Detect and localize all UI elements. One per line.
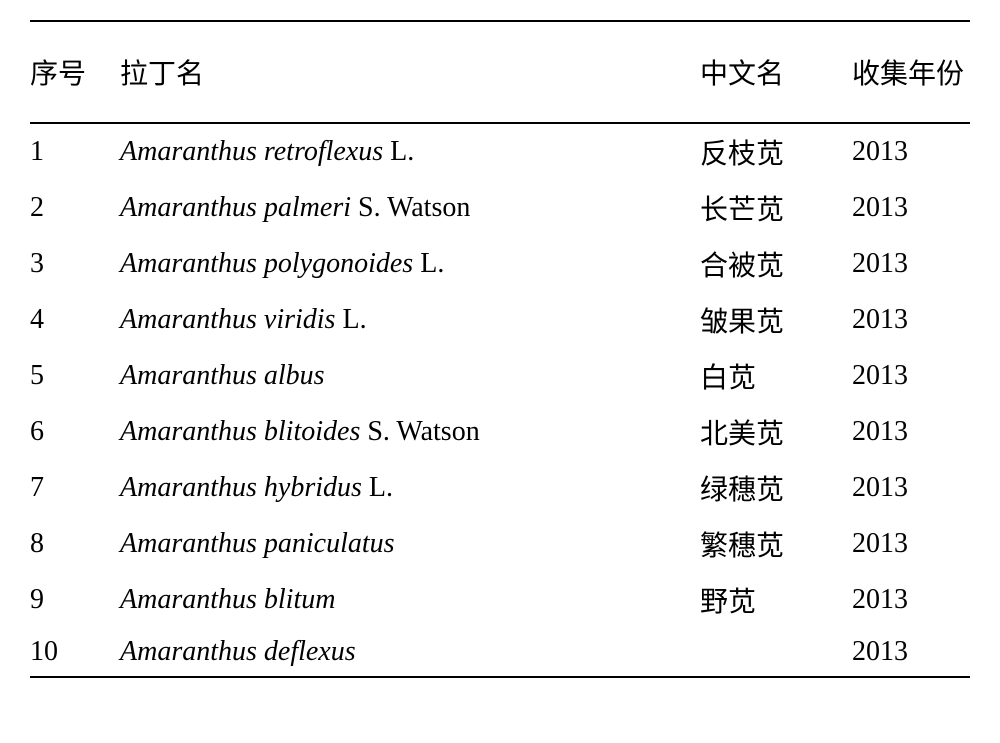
cell-index: 8 [30, 528, 120, 560]
latin-authority: L. [362, 472, 393, 503]
cell-chinese: 繁穗苋 [700, 524, 840, 564]
cell-year: 2013 [840, 304, 970, 336]
latin-authority: S. Watson [360, 416, 479, 447]
header-year: 收集年份 [840, 52, 970, 92]
cell-year: 2013 [840, 136, 970, 168]
latin-species: Amaranthus paniculatus [120, 528, 395, 559]
latin-species: Amaranthus blitum [120, 584, 335, 615]
cell-index: 4 [30, 304, 120, 336]
cell-index: 2 [30, 192, 120, 224]
latin-species: Amaranthus polygonoides [120, 248, 413, 279]
cell-chinese: 皱果苋 [700, 300, 840, 340]
cell-index: 3 [30, 248, 120, 280]
cell-chinese: 野苋 [700, 580, 840, 620]
table-header-row: 序号 拉丁名 中文名 收集年份 [30, 20, 970, 124]
header-chinese: 中文名 [700, 52, 840, 92]
latin-species: Amaranthus albus [120, 360, 325, 391]
latin-authority: L. [335, 304, 366, 335]
latin-authority: L. [383, 136, 414, 167]
header-index: 序号 [30, 52, 120, 92]
latin-species: Amaranthus deflexus [120, 636, 356, 667]
cell-year: 2013 [840, 584, 970, 616]
table-row: 6Amaranthus blitoides S. Watson北美苋2013 [30, 404, 970, 460]
cell-index: 7 [30, 472, 120, 504]
table-row: 3Amaranthus polygonoides L.合被苋2013 [30, 236, 970, 292]
cell-latin: Amaranthus deflexus [120, 636, 700, 668]
table-body: 1Amaranthus retroflexus L.反枝苋20132Amaran… [30, 124, 970, 678]
cell-year: 2013 [840, 192, 970, 224]
cell-year: 2013 [840, 528, 970, 560]
cell-index: 5 [30, 360, 120, 392]
header-latin: 拉丁名 [120, 52, 700, 92]
cell-year: 2013 [840, 248, 970, 280]
latin-species: Amaranthus blitoides [120, 416, 360, 447]
cell-latin: Amaranthus paniculatus [120, 528, 700, 560]
cell-latin: Amaranthus blitum [120, 584, 700, 616]
cell-year: 2013 [840, 360, 970, 392]
latin-species: Amaranthus retroflexus [120, 136, 383, 167]
latin-species: Amaranthus viridis [120, 304, 335, 335]
cell-latin: Amaranthus viridis L. [120, 304, 700, 336]
cell-index: 10 [30, 636, 120, 668]
table-row: 9Amaranthus blitum 野苋2013 [30, 572, 970, 628]
latin-authority: S. Watson [351, 192, 470, 223]
table-row: 1Amaranthus retroflexus L.反枝苋2013 [30, 124, 970, 180]
species-table: 序号 拉丁名 中文名 收集年份 1Amaranthus retroflexus … [30, 20, 970, 678]
latin-species: Amaranthus palmeri [120, 192, 351, 223]
cell-chinese: 反枝苋 [700, 132, 840, 172]
table-row: 2Amaranthus palmeri S. Watson长芒苋2013 [30, 180, 970, 236]
cell-chinese: 合被苋 [700, 244, 840, 284]
cell-latin: Amaranthus palmeri S. Watson [120, 192, 700, 224]
cell-year: 2013 [840, 636, 970, 668]
cell-year: 2013 [840, 416, 970, 448]
latin-species: Amaranthus hybridus [120, 472, 362, 503]
cell-latin: Amaranthus hybridus L. [120, 472, 700, 504]
cell-chinese: 长芒苋 [700, 188, 840, 228]
table-row: 8Amaranthus paniculatus 繁穗苋2013 [30, 516, 970, 572]
cell-year: 2013 [840, 472, 970, 504]
cell-latin: Amaranthus albus [120, 360, 700, 392]
cell-chinese: 北美苋 [700, 412, 840, 452]
table-row: 7Amaranthus hybridus L.绿穗苋2013 [30, 460, 970, 516]
cell-chinese: 白苋 [700, 356, 840, 396]
table-row: 5Amaranthus albus 白苋2013 [30, 348, 970, 404]
cell-index: 6 [30, 416, 120, 448]
table-row: 4Amaranthus viridis L.皱果苋2013 [30, 292, 970, 348]
table-row: 10Amaranthus deflexus 2013 [30, 628, 970, 676]
cell-index: 1 [30, 136, 120, 168]
cell-latin: Amaranthus blitoides S. Watson [120, 416, 700, 448]
cell-index: 9 [30, 584, 120, 616]
cell-chinese: 绿穗苋 [700, 468, 840, 508]
cell-latin: Amaranthus retroflexus L. [120, 136, 700, 168]
cell-latin: Amaranthus polygonoides L. [120, 248, 700, 280]
latin-authority: L. [413, 248, 444, 279]
